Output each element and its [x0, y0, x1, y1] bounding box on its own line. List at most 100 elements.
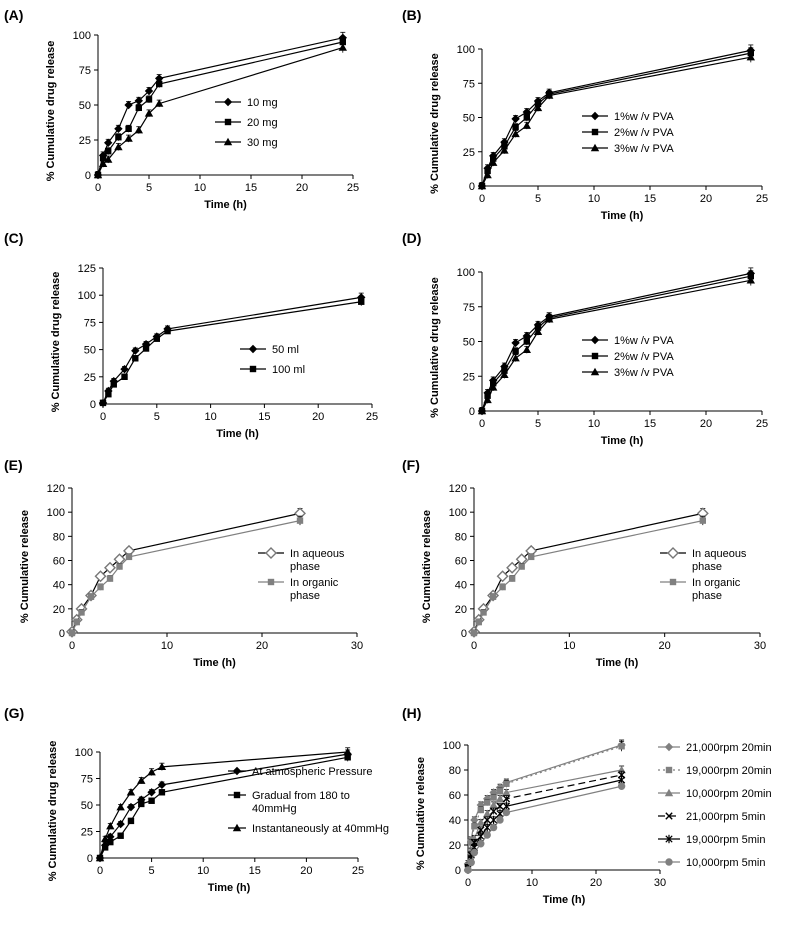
data-point — [522, 331, 531, 341]
y-tick-label: 75 — [84, 317, 96, 329]
y-tick-label: 80 — [449, 765, 461, 777]
legend-marker — [591, 352, 599, 360]
legend-label: 19,000rpm 20min — [686, 765, 772, 777]
y-tick-label: 0 — [59, 628, 65, 640]
legend-label: 1%w /v PVA — [614, 335, 674, 347]
data-point — [124, 134, 133, 142]
legend: 10 mg 20 mg 30 mg — [215, 97, 278, 149]
legend-marker — [664, 788, 674, 797]
y-tick-label: 100 — [443, 740, 461, 752]
legend: In aqueous phase In organic phase — [660, 547, 747, 602]
data-point — [477, 806, 484, 814]
data-point — [104, 155, 113, 163]
series-line — [71, 512, 301, 633]
x-axis-label: Time (h) — [204, 199, 247, 211]
chart-panel-f: (F) 0 20 40 60 80 100 120 0 10 20 30 Time (h) % Cumul… — [402, 457, 766, 669]
y-tick-label: 50 — [81, 800, 93, 812]
x-tick-label: 10 — [204, 411, 216, 423]
data-point — [511, 338, 520, 348]
data-point — [164, 327, 171, 335]
chart-panel-b: (B) 0 25 50 75 100 0 5 10 15 20 25 Time (h) % Cumulat… — [402, 7, 768, 222]
y-tick-label: 0 — [455, 865, 461, 877]
data-point — [522, 107, 531, 117]
panel-label: (B) — [402, 7, 421, 23]
data-point — [545, 91, 554, 99]
legend-marker — [665, 766, 673, 774]
data-point — [489, 593, 497, 600]
y-tick-label: 100 — [78, 290, 96, 302]
legend-label: 20 mg — [247, 117, 278, 129]
legend-marker — [665, 858, 673, 866]
legend-marker — [664, 742, 674, 752]
x-tick-label: 15 — [258, 411, 270, 423]
y-tick-label: 50 — [84, 345, 96, 357]
data-point — [500, 370, 509, 379]
data-point — [533, 103, 543, 112]
y-tick-label: 0 — [87, 853, 93, 865]
y-axis-label: % Cumulative drug release — [45, 41, 57, 182]
data-point — [296, 517, 304, 524]
chart-panel-e: (E) 0 20 40 60 80 100 120 0 10 20 30 Time (h) % Cumul… — [4, 457, 363, 669]
chart-panel-h: (H) 0 20 40 60 80 100 0 10 20 30 Time (h) % Cumulati… — [402, 705, 772, 906]
data-point — [155, 99, 164, 107]
data-point — [126, 788, 136, 796]
legend: 50 ml 100 ml — [240, 344, 305, 376]
y-tick-label: 120 — [449, 483, 467, 495]
chart-panel-c: (C) 0 25 50 75 100 125 0 5 10 15 20 25 Time (h) % Cumu… — [4, 230, 378, 440]
data-point — [95, 853, 105, 862]
x-tick-label: 25 — [352, 865, 364, 877]
data-point — [100, 834, 110, 843]
data-point — [506, 561, 519, 574]
legend-label: 3%w /v PVA — [614, 143, 674, 155]
data-point — [134, 126, 143, 134]
y-tick-label: 50 — [79, 100, 91, 112]
data-point — [107, 838, 114, 846]
series-line — [71, 520, 301, 634]
legend-marker — [232, 823, 242, 832]
legend-marker — [265, 547, 277, 559]
data-point — [511, 353, 520, 362]
legend-marker — [590, 111, 600, 121]
data-point — [489, 823, 498, 832]
x-tick-label: 10 — [588, 193, 600, 205]
data-point — [68, 629, 76, 637]
data-point — [477, 832, 485, 841]
data-point — [78, 609, 85, 616]
y-axis-label: % Cumulative release — [19, 510, 31, 623]
data-point — [105, 391, 112, 398]
data-point — [464, 866, 472, 874]
data-point — [489, 815, 498, 825]
data-point — [499, 583, 506, 591]
data-point — [87, 593, 95, 600]
series-line — [97, 47, 343, 176]
x-tick-label: 25 — [756, 418, 768, 430]
data-point — [471, 823, 478, 830]
panel-label: (F) — [402, 457, 420, 473]
series-3 — [477, 51, 755, 190]
data-point — [94, 570, 107, 583]
x-tick-label: 15 — [644, 418, 656, 430]
y-tick-label: 75 — [463, 302, 475, 314]
data-point — [496, 788, 504, 795]
x-tick-label: 20 — [296, 182, 308, 194]
legend-marker — [233, 791, 241, 799]
data-point — [104, 561, 116, 574]
panel-label: (C) — [4, 230, 23, 246]
x-tick-label: 20 — [300, 865, 312, 877]
data-point — [467, 858, 475, 867]
y-tick-label: 75 — [463, 78, 475, 90]
data-point — [545, 315, 554, 323]
data-point — [496, 816, 504, 824]
data-point — [120, 364, 129, 374]
data-point — [475, 618, 482, 626]
data-point — [470, 629, 478, 637]
legend: 1%w /v PVA 2%w /v PVA 3%w /v PVA — [582, 111, 674, 155]
legend-marker — [248, 344, 258, 354]
data-point — [144, 86, 154, 96]
legend-label: Gradual from 180 to 40mmHg — [252, 790, 350, 815]
series-3 — [477, 274, 755, 415]
x-tick-label: 20 — [312, 411, 324, 423]
x-axis-label: Time (h) — [193, 657, 236, 669]
legend-label: At atmospheric Pressure — [252, 766, 372, 778]
legend-label: In organic phase — [692, 577, 741, 602]
